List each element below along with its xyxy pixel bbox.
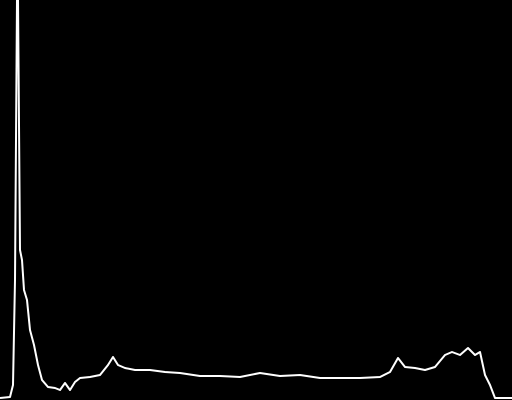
histogram-line xyxy=(0,0,512,399)
background xyxy=(0,0,512,400)
page: {"chart_data": {"type": "line", "x": [0,… xyxy=(0,0,512,400)
chart xyxy=(0,0,512,400)
